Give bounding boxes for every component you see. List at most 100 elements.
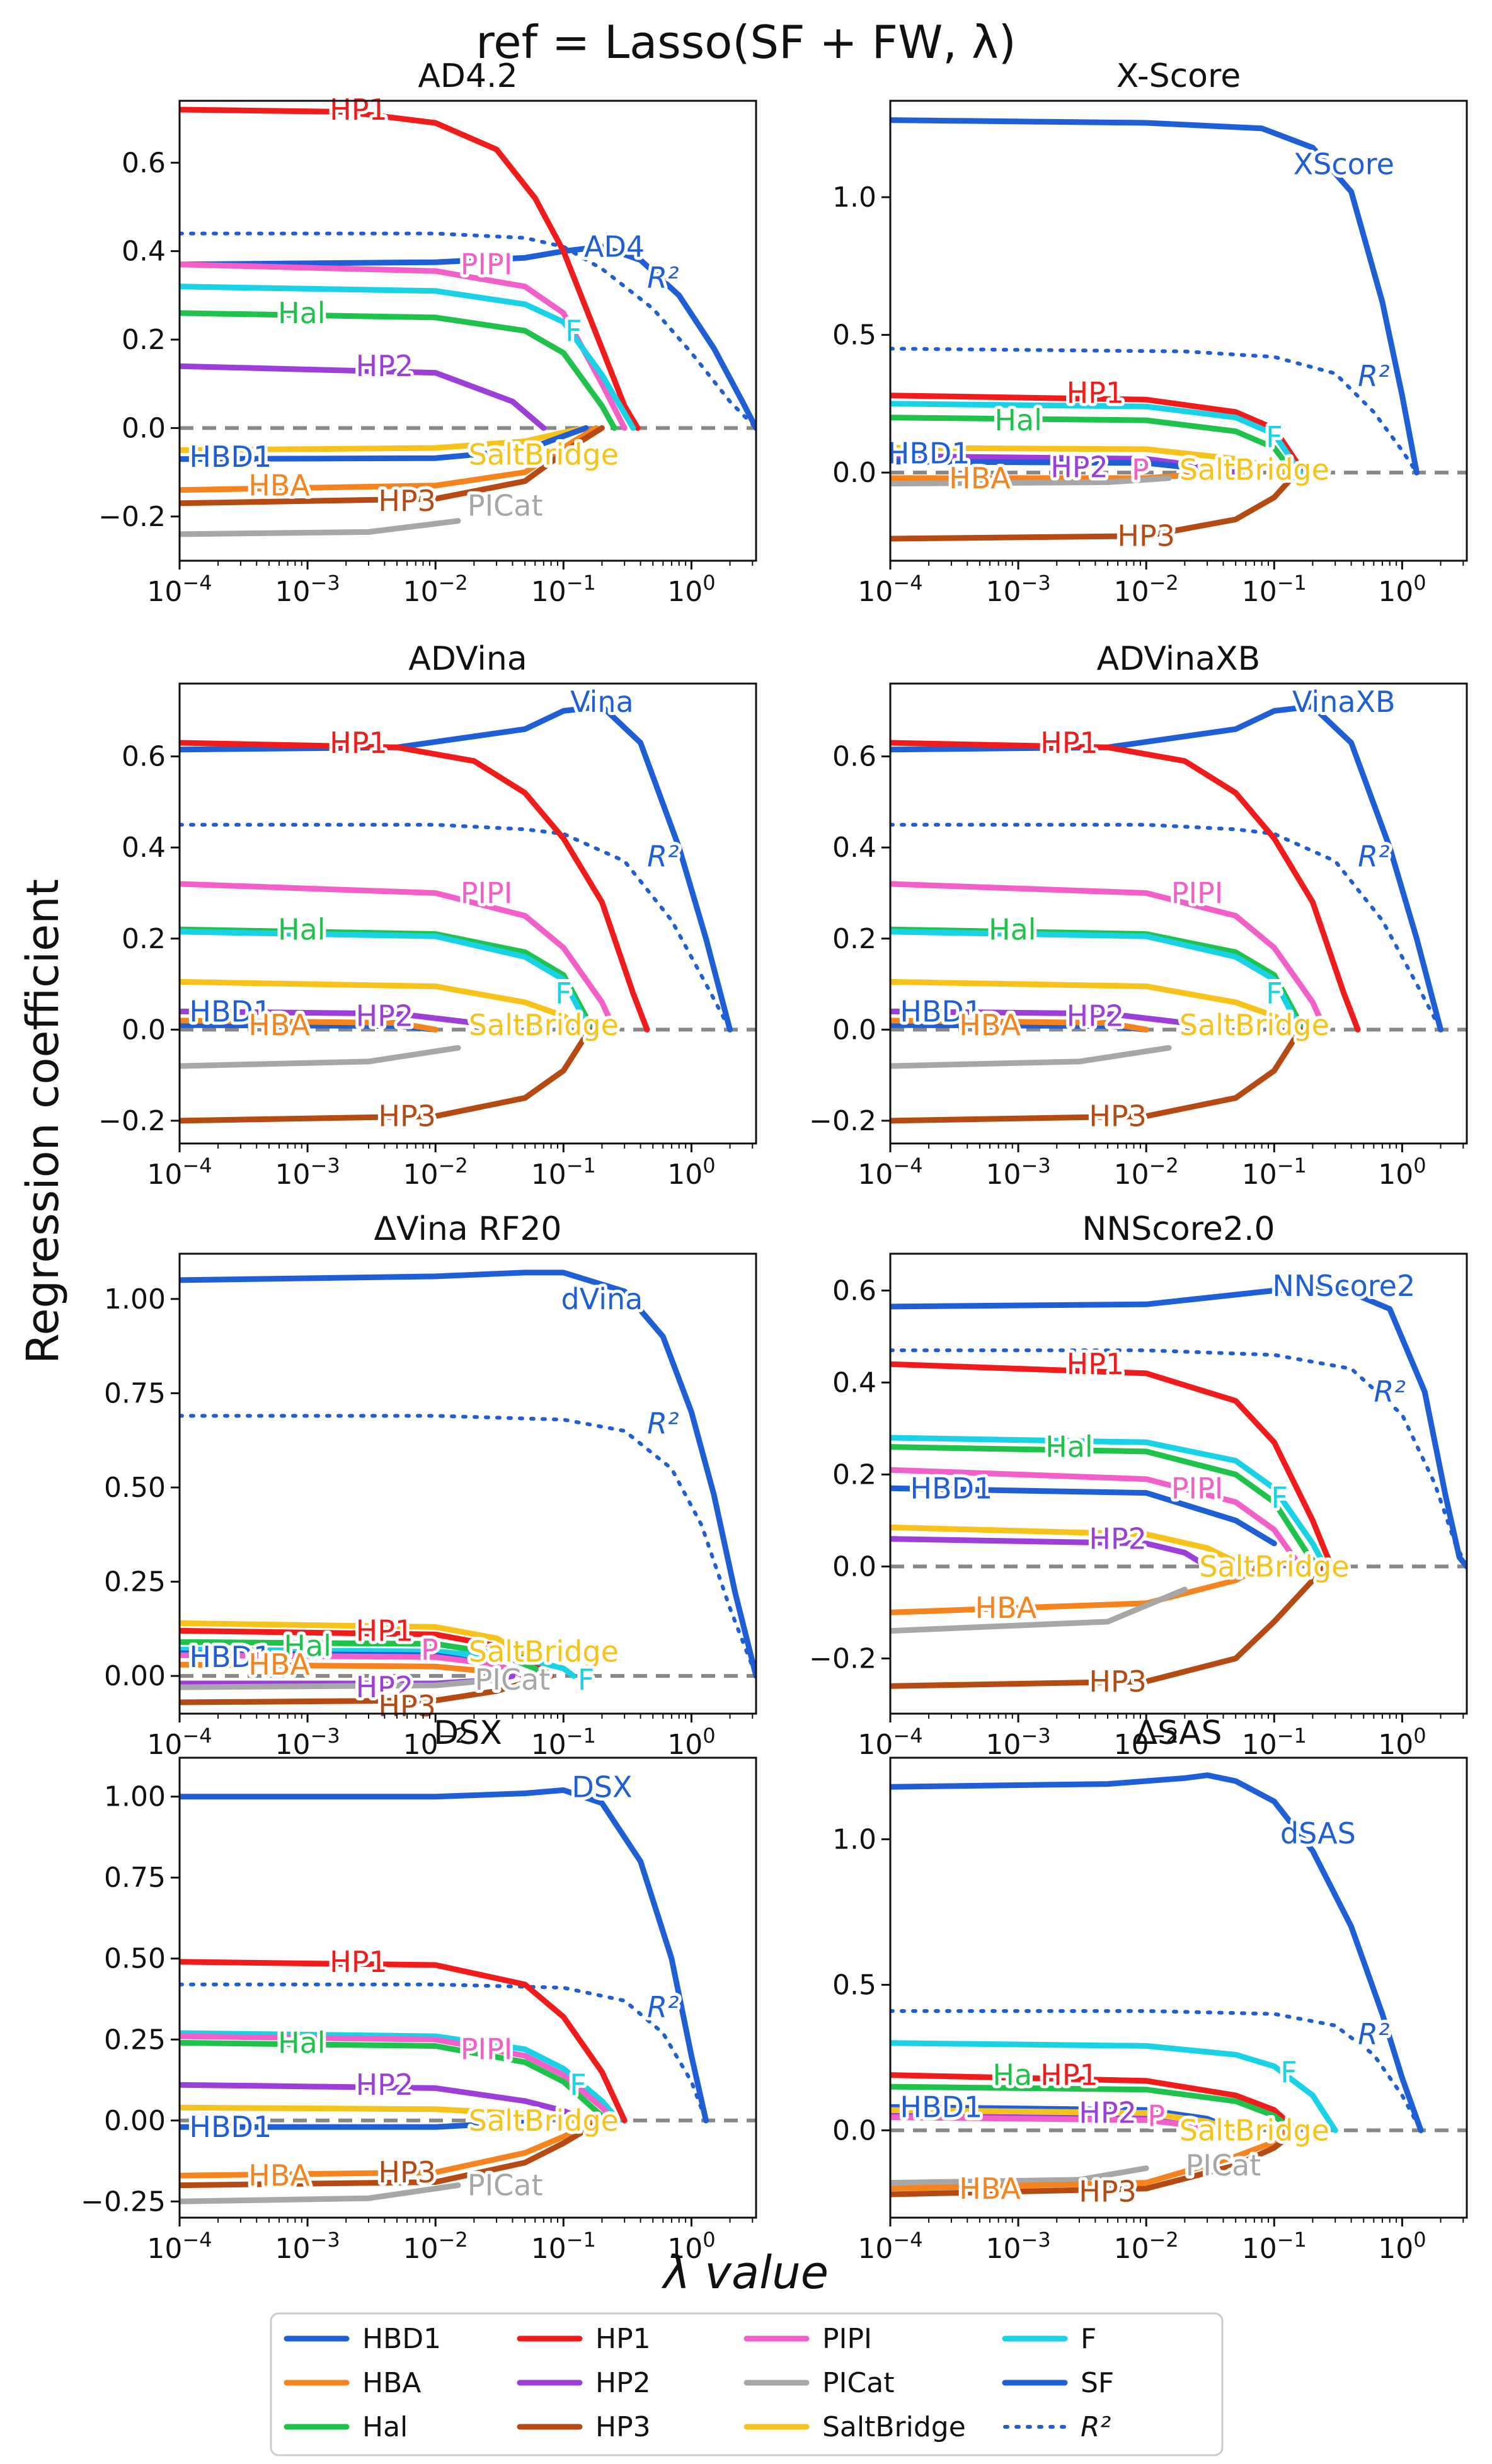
y-tick-label: 0.75 [104, 1377, 166, 1409]
x-tick-label: 10−1 [1242, 571, 1307, 608]
y-tick-label: 0.5 [832, 1969, 876, 2001]
series-label: SaltBridge [1199, 1549, 1349, 1583]
x-tick-label: 100 [667, 571, 715, 608]
y-tick-label: −0.2 [98, 501, 166, 533]
plot-area [890, 1758, 1467, 2218]
plot-lines [180, 106, 756, 537]
series-line-hba [890, 2127, 1292, 2192]
plot-frame [178, 1252, 757, 1715]
series-line-picat [890, 1586, 1188, 1634]
series-label: SaltBridge [1179, 1008, 1329, 1042]
plot-area [180, 684, 756, 1143]
y-tick-label: 0.5 [832, 319, 876, 352]
series-line-picat [890, 475, 1172, 487]
series-label: SaltBridge [1179, 453, 1329, 487]
series-line-sf [180, 703, 733, 1033]
series-label: PICat [475, 1663, 551, 1697]
series-label: VinaXB [1292, 685, 1396, 719]
series-label: PIPI [1171, 1471, 1224, 1505]
y-tick-label: 0.2 [122, 324, 166, 356]
series-line-hbd1 [890, 1485, 1277, 1547]
y-tick-label: 0.0 [832, 1014, 876, 1046]
series-line-pipi [180, 881, 617, 1033]
series-line-picat [180, 1676, 500, 1690]
subplot-7: ΔSAS dSAS R² F Ha HP1 HBD1 HP2 P SaltBridge HBA HP3… [832, 1714, 1468, 2265]
legend-label: R² [1081, 2411, 1111, 2443]
x-tick-label: 10−1 [531, 1154, 596, 1191]
x-tick-label: 10−4 [858, 1154, 922, 1191]
series-line-hbd1 [890, 459, 1210, 476]
series-label: HBA [975, 1591, 1037, 1625]
x-tick-label: 10−3 [275, 1724, 340, 1761]
series-label: SaltBridge [1179, 2113, 1329, 2147]
series-line-f [890, 929, 1304, 1033]
plot-lines [890, 117, 1467, 542]
series-label: HP1 [330, 93, 387, 127]
y-tick-label: 0.75 [104, 1862, 166, 1894]
series-label: P [421, 1632, 439, 1666]
series-line-picat [890, 1045, 1172, 1069]
series-label: PICat [1186, 2148, 1261, 2182]
series-line-sf [890, 1772, 1424, 2133]
subplot-title: DSX [433, 1714, 502, 1752]
series-label: Vina [570, 685, 634, 719]
x-tick-label: 100 [1378, 2228, 1426, 2265]
series-line-hba [890, 1563, 1265, 1615]
y-tick-label: 0.0 [832, 457, 876, 489]
x-tick-label: 10−3 [986, 1154, 1051, 1191]
series-label: NNScore2 [1272, 1269, 1415, 1303]
subplot-title: AD4.2 [418, 57, 517, 95]
series-label: Hal [284, 1629, 331, 1663]
x-tick-label: 100 [667, 1154, 715, 1191]
series-label: R² [1358, 2017, 1389, 2051]
series-line-r [890, 823, 1443, 1032]
series-line-pipi [180, 2033, 617, 2124]
series-label: dSAS [1280, 1816, 1356, 1850]
y-axis-title: Regression coefficient [17, 879, 69, 1364]
series-label: HP1 [1040, 726, 1098, 760]
series-label: SaltBridge [469, 2104, 619, 2138]
y-tick-label: 0.2 [832, 923, 876, 955]
series-line-hp3 [180, 425, 605, 507]
y-tick-label: 0.2 [832, 1458, 876, 1491]
series-label: HP2 [356, 2068, 414, 2102]
series-line-hp1 [180, 1627, 554, 1679]
legend: HBD1 HBA Hal HP1 HP2 HP3 PIPI PICat SaltBridge FS… [270, 2312, 1224, 2456]
series-label: HP3 [378, 484, 436, 518]
subplot-title: ADVinaXB [1097, 640, 1261, 678]
series-line-pipi [890, 2114, 1210, 2133]
x-tick-label: 100 [1378, 1724, 1426, 1761]
x-tick-label: 100 [667, 2228, 715, 2265]
series-label: Hal [278, 296, 326, 330]
plot-area [180, 101, 756, 561]
series-label: AD4 [584, 230, 645, 264]
series-line-hp3 [180, 1673, 547, 1705]
plot-area [180, 1758, 756, 2218]
series-label: DSX [571, 1770, 632, 1804]
y-tick-label: 0.6 [122, 741, 166, 773]
series-line-hbd1 [180, 425, 589, 462]
x-tick-label: 10−1 [531, 571, 596, 608]
legend-label: HP1 [595, 2323, 651, 2355]
series-line-saltbridge [180, 2104, 577, 2124]
legend-label: HBA [362, 2367, 421, 2399]
x-tick-label: 10−4 [858, 2228, 922, 2265]
x-tick-label: 100 [667, 1724, 715, 1761]
series-label: HBA [959, 2172, 1021, 2206]
series-label: HBD1 [189, 440, 272, 474]
series-label: HBD1 [900, 2090, 982, 2124]
series-label: P [1132, 453, 1149, 487]
x-tick-label: 10−4 [147, 1154, 212, 1191]
series-line-picat [180, 518, 461, 537]
series-line-sf [890, 1283, 1467, 1569]
subplot-title: ΔVina RF20 [374, 1210, 561, 1248]
series-label: HBD1 [888, 437, 970, 471]
series-label: PICat [468, 488, 543, 522]
series-line-hp2 [180, 363, 547, 431]
series-line-f [180, 929, 593, 1033]
series-line-f [890, 401, 1304, 476]
y-tick-label: −0.2 [809, 1105, 876, 1137]
legend-label: HBD1 [362, 2323, 441, 2355]
